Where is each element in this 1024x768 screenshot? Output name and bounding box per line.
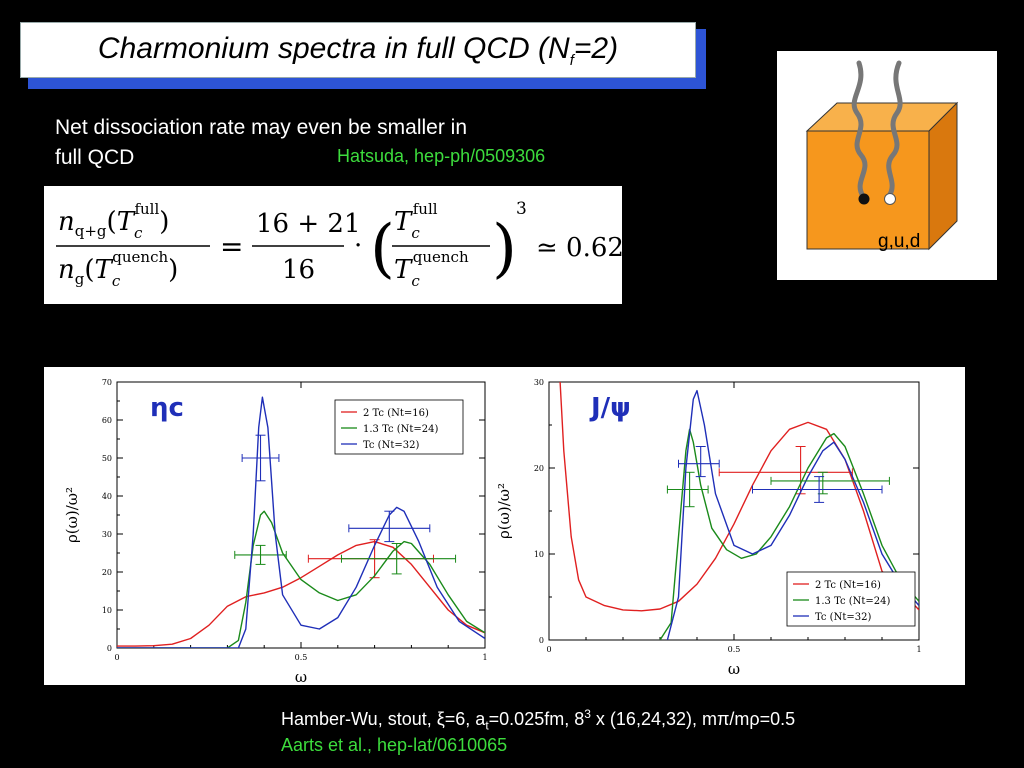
legend-label: 2 Tc (Nt=16) <box>363 408 429 419</box>
series-line-2 <box>117 510 485 648</box>
formula-inner-num: Tcfull <box>394 200 438 242</box>
formula-mid-num: 16 + 21 <box>256 209 360 239</box>
x-tick-label: 0 <box>546 645 551 654</box>
y-tick-label: 70 <box>102 378 112 387</box>
slide-title-text: Charmonium spectra in full QCD (Nf=2) <box>97 31 619 69</box>
x-tick-label: 1 <box>482 653 487 662</box>
y-tick-label: 30 <box>534 378 544 387</box>
y-tick-label: 20 <box>534 464 544 473</box>
cube-front <box>806 130 930 250</box>
string-left <box>851 60 868 199</box>
footer-parameters: Hamber-Wu, stout, ξ=6, at=0.025fm, 83 x … <box>281 707 796 733</box>
legend-label: Tc (Nt=32) <box>815 612 871 623</box>
legend-label: Tc (Nt=32) <box>363 440 419 451</box>
slide-title: Charmonium spectra in full QCD (Nf=2) <box>20 22 696 78</box>
quark-light <box>884 193 896 205</box>
string-right <box>886 60 903 199</box>
quark-dark <box>858 193 870 205</box>
cube-illustration: g,u,d <box>777 51 997 280</box>
formula-lhs-den: ng(Tcquench) <box>58 248 178 290</box>
formula-dot: · <box>354 231 362 261</box>
x-tick-label: 1 <box>916 645 921 654</box>
y-tick-label: 10 <box>102 606 112 615</box>
y-tick-label: 40 <box>102 492 112 501</box>
formula-box: nq+g(Tcfull) ng(Tcquench) = 16 + 21 16 ·… <box>44 186 622 304</box>
note-text: Net dissociation rate may even be smalle… <box>55 116 468 169</box>
series-line-3 <box>666 389 919 640</box>
hatsuda-reference: Hatsuda, hep-ph/0509306 <box>337 146 546 166</box>
y-tick-label: 60 <box>102 416 112 425</box>
series-line-2 <box>659 428 919 640</box>
legend-label: 1.3 Tc (Nt=24) <box>363 424 439 435</box>
x-axis-label: ω <box>728 660 740 678</box>
legend-box <box>334 399 464 455</box>
y-axis-label: ρ(ω)/ω² <box>63 487 81 543</box>
formula-exponent: 3 <box>516 199 527 219</box>
panel-label: ηc <box>150 393 184 423</box>
y-tick-label: 50 <box>102 454 112 463</box>
legend-label: 2 Tc (Nt=16) <box>815 580 881 591</box>
legend-label: 1.3 Tc (Nt=24) <box>815 596 891 607</box>
panel-label: J/ψ <box>589 393 631 423</box>
x-tick-label: 0 <box>114 653 119 662</box>
formula-result: ≃ 0.62 <box>536 233 622 263</box>
formula-equals: = <box>220 230 243 263</box>
formula-lhs-num: nq+g(Tcfull) <box>58 200 169 242</box>
formula-rparen: ) <box>492 212 517 286</box>
y-tick-label: 10 <box>534 550 544 559</box>
x-tick-label: 0.5 <box>728 645 741 654</box>
y-tick-label: 0 <box>539 636 544 645</box>
series-line-1 <box>117 540 485 647</box>
y-tick-label: 20 <box>102 568 112 577</box>
legend-box <box>786 571 916 627</box>
cube-label: g,u,d <box>878 231 920 252</box>
formula: nq+g(Tcfull) ng(Tcquench) = 16 + 21 16 ·… <box>56 199 622 290</box>
plot-panel: 0 10 20 30 40 50 60 70 0 0.5 1 ω ρ(ω)/ω² ηc 2 Tc (Nt=1… <box>44 367 965 686</box>
series-line-3 <box>117 396 485 648</box>
x-tick-label: 0.5 <box>295 653 308 662</box>
formula-mid-den: 16 <box>282 255 315 285</box>
y-tick-label: 0 <box>107 644 112 653</box>
y-axis-label: ρ(ω)/ω² <box>495 483 513 539</box>
chart-1: 0 10 20 30 40 50 60 70 0 0.5 1 ω ρ(ω)/ω² ηc 2 Tc (Nt=1… <box>63 378 488 686</box>
x-axis-label: ω <box>295 668 307 685</box>
y-tick-label: 30 <box>102 530 112 539</box>
aarts-reference: Aarts et al., hep-lat/0610065 <box>281 735 508 755</box>
formula-lparen: ( <box>370 212 395 286</box>
formula-inner-den: Tcquench <box>394 248 469 290</box>
chart-2: 0 10 20 30 0 0.5 1 ω ρ(ω)/ω² J/ψ 2 Tc (Nt=16) 1.3 T… <box>495 378 922 678</box>
